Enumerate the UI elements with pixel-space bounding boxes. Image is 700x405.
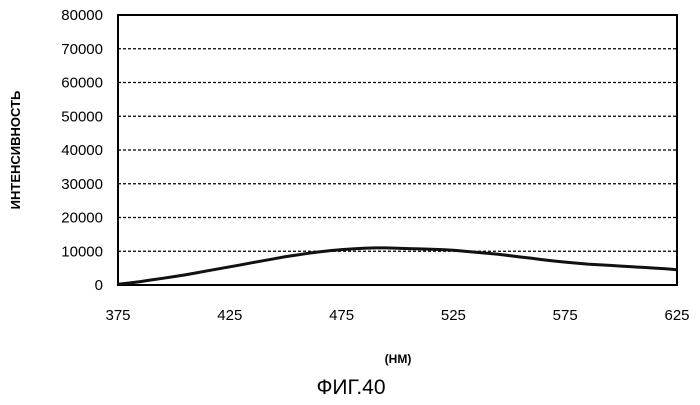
y-tick-label: 70000: [61, 41, 103, 58]
y-tick-label: 30000: [61, 176, 103, 193]
x-tick-label: 625: [664, 307, 689, 324]
y-tick-label: 10000: [61, 243, 103, 260]
y-tick-label: 20000: [61, 210, 103, 227]
grid-lines: [118, 49, 677, 252]
y-axis-label: ИНТЕНСИВНОСТЬ: [8, 91, 23, 210]
x-tick-label: 575: [553, 307, 578, 324]
y-tick-label: 50000: [61, 108, 103, 125]
y-tick-label: 80000: [61, 7, 103, 24]
x-axis-label: (НМ): [385, 352, 412, 366]
x-tick-labels: 375 425 475 525 575 625: [105, 307, 689, 324]
x-tick-label: 425: [217, 307, 242, 324]
x-tick-label: 525: [441, 307, 466, 324]
figure-caption: ФИГ.40: [316, 376, 385, 399]
y-tick-label: 60000: [61, 75, 103, 92]
y-tick-label: 0: [95, 277, 103, 294]
y-tick-label: 40000: [61, 142, 103, 159]
x-tick-label: 375: [105, 307, 130, 324]
x-tick-label: 475: [329, 307, 354, 324]
series-line: [118, 248, 677, 284]
y-tick-labels: 0 10000 20000 30000 40000 50000 60000 70000 8000…: [61, 7, 103, 294]
